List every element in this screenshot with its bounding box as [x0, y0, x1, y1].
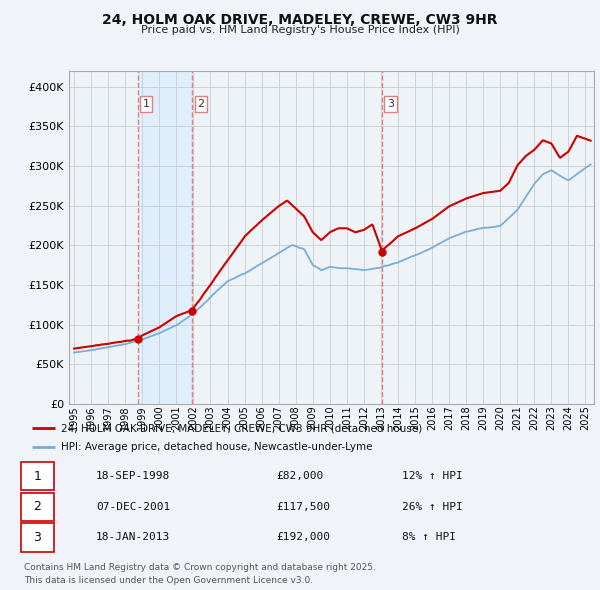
Text: This data is licensed under the Open Government Licence v3.0.: This data is licensed under the Open Gov…	[24, 576, 313, 585]
Text: 18-JAN-2013: 18-JAN-2013	[96, 533, 170, 542]
Text: £82,000: £82,000	[276, 471, 323, 481]
Text: 26% ↑ HPI: 26% ↑ HPI	[402, 502, 463, 512]
Text: Contains HM Land Registry data © Crown copyright and database right 2025.: Contains HM Land Registry data © Crown c…	[24, 563, 376, 572]
Text: 2: 2	[197, 99, 205, 109]
FancyBboxPatch shape	[21, 493, 54, 521]
Text: 24, HOLM OAK DRIVE, MADELEY, CREWE, CW3 9HR (detached house): 24, HOLM OAK DRIVE, MADELEY, CREWE, CW3 …	[61, 424, 422, 434]
Text: £117,500: £117,500	[276, 502, 330, 512]
FancyBboxPatch shape	[21, 523, 54, 552]
Text: 1: 1	[143, 99, 149, 109]
Text: 18-SEP-1998: 18-SEP-1998	[96, 471, 170, 481]
Text: £192,000: £192,000	[276, 533, 330, 542]
Text: 3: 3	[387, 99, 394, 109]
Text: HPI: Average price, detached house, Newcastle-under-Lyme: HPI: Average price, detached house, Newc…	[61, 442, 372, 451]
FancyBboxPatch shape	[21, 462, 54, 490]
Text: 12% ↑ HPI: 12% ↑ HPI	[402, 471, 463, 481]
Text: 2: 2	[34, 500, 41, 513]
Bar	[137, 71, 192, 404]
Text: 24, HOLM OAK DRIVE, MADELEY, CREWE, CW3 9HR: 24, HOLM OAK DRIVE, MADELEY, CREWE, CW3 …	[102, 13, 498, 27]
Text: 1: 1	[34, 470, 41, 483]
Text: 8% ↑ HPI: 8% ↑ HPI	[402, 533, 456, 542]
Text: 07-DEC-2001: 07-DEC-2001	[96, 502, 170, 512]
Text: Price paid vs. HM Land Registry's House Price Index (HPI): Price paid vs. HM Land Registry's House …	[140, 25, 460, 35]
Text: 3: 3	[34, 531, 41, 544]
